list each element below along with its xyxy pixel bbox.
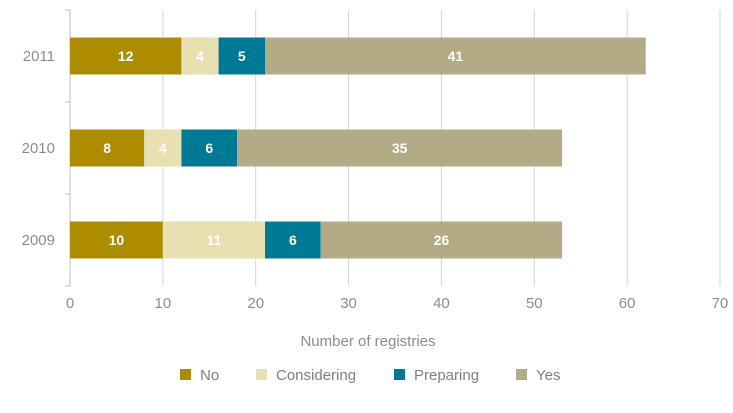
x-tick-label-50: 50	[526, 295, 543, 312]
bar-label-2009-no: 10	[109, 232, 125, 248]
bar-label-2009-preparing: 6	[289, 232, 297, 248]
bar-2009-considering	[162, 221, 265, 259]
bar-label-2011-no: 12	[118, 48, 134, 64]
bars: 10 11 6 26 8 4 6 35 12 4 5 41	[70, 37, 646, 259]
bar-2010-no	[70, 129, 145, 167]
x-tick-label-10: 10	[155, 295, 172, 312]
y-axis: 2009 2010 2011	[22, 9, 71, 287]
bar-label-2009-considering: 11	[207, 232, 222, 248]
x-tick-label-0: 0	[66, 295, 74, 312]
bar-label-2010-preparing: 6	[205, 140, 213, 156]
y-tick-label-2011: 2011	[23, 48, 55, 65]
x-tick-label-20: 20	[247, 295, 264, 312]
x-tick-label-60: 60	[619, 295, 636, 312]
x-axis-ticks: 0 10 20 30 40 50 60 70	[66, 295, 729, 312]
x-tick-label-40: 40	[433, 295, 450, 312]
bar-2011-considering	[181, 37, 219, 75]
bar-label-2010-no: 8	[103, 140, 111, 156]
legend-label-no: No	[200, 367, 219, 384]
bar-2009-preparing	[265, 221, 321, 259]
bar-label-2010-considering: 4	[159, 140, 167, 156]
bar-2009-yes	[320, 221, 563, 259]
y-tick-label-2010: 2010	[22, 140, 55, 157]
bar-2011-preparing	[218, 37, 265, 75]
bar-2010-yes	[237, 129, 563, 167]
legend-swatch-no	[180, 369, 191, 380]
bar-label-2011-preparing: 5	[238, 48, 246, 64]
x-axis-title: Number of registries	[300, 333, 435, 350]
bar-2011-yes	[265, 37, 646, 75]
bar-label-2011-considering: 4	[196, 48, 204, 64]
legend-swatch-preparing	[394, 369, 405, 380]
y-tick-label-2009: 2009	[22, 232, 55, 249]
bar-2011-no	[70, 37, 182, 75]
bar-2009-no	[70, 221, 163, 259]
legend-label-yes: Yes	[536, 367, 560, 384]
legend-label-preparing: Preparing	[414, 367, 479, 384]
legend: No Considering Preparing Yes	[180, 367, 560, 384]
bar-2010-considering	[144, 129, 182, 167]
x-tick-label-30: 30	[340, 295, 357, 312]
bar-2010-preparing	[181, 129, 238, 167]
legend-label-considering: Considering	[276, 367, 356, 384]
legend-swatch-considering	[256, 369, 267, 380]
bar-label-2010-yes: 35	[392, 140, 408, 156]
bar-label-2009-yes: 26	[434, 232, 450, 248]
legend-swatch-yes	[516, 369, 527, 380]
x-tick-label-70: 70	[712, 295, 729, 312]
bar-label-2011-yes: 41	[448, 48, 464, 64]
